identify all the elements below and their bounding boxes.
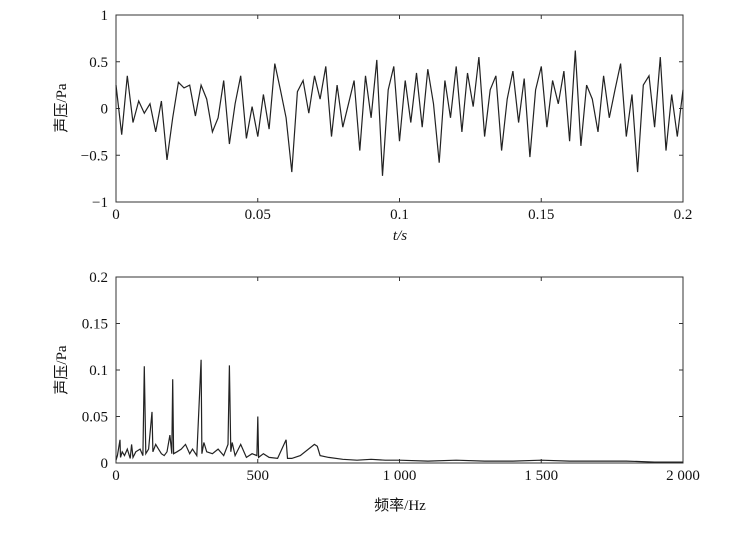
spectrum-plot: 频率/Hz 声压/Pa 0 500 1 000 1 500 2 000 0.2 0.15 0.… (52, 270, 700, 514)
y-tick-label: 0.05 (82, 410, 108, 426)
x-tick-label: 0.1 (390, 207, 409, 223)
x-tick-label: 1 000 (383, 468, 417, 484)
x-tick-label: 0.15 (528, 207, 554, 223)
x-tick-label: 500 (247, 468, 270, 484)
y-tick-label: 0.2 (89, 270, 108, 286)
time-ylabel: 声压/Pa (52, 83, 70, 133)
y-tick-label: −0.5 (81, 148, 108, 164)
time-plot: t/s 声压/Pa 0 0.05 0.1 0.15 0.2 1 0.5 0 −0.5 −1 (52, 8, 692, 244)
x-tick-label: 0.2 (674, 207, 693, 223)
pressure-series-line (115, 50, 684, 176)
y-tick-label: −1 (92, 195, 108, 211)
x-tick-label: 1 500 (524, 468, 558, 484)
spectrum-ylabel: 声压/Pa (52, 345, 70, 395)
y-tick-label: 0 (101, 456, 109, 472)
y-tick-label: 0.15 (82, 317, 108, 333)
y-tick-label: 0 (101, 102, 109, 118)
y-tick-label: 1 (101, 8, 109, 24)
x-tick-label: 0 (112, 207, 120, 223)
y-tick-label: 0.1 (89, 363, 108, 379)
spectrum-series-line (115, 359, 683, 463)
time-xlabel: t/s (393, 228, 407, 244)
y-tick-label: 0.5 (89, 55, 108, 71)
time-plot-frame (115, 14, 684, 203)
x-tick-label: 2 000 (666, 468, 700, 484)
x-tick-label: 0 (112, 468, 120, 484)
x-tick-label: 0.05 (245, 207, 271, 223)
spectrum-xlabel: 频率/Hz (374, 497, 426, 514)
